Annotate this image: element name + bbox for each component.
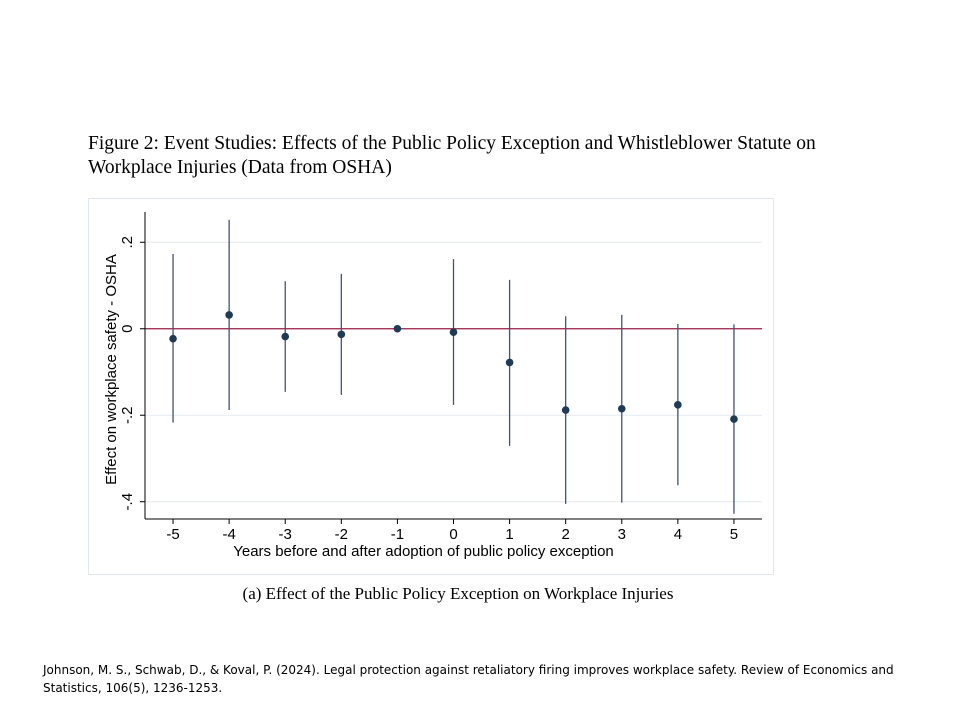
x-tick-label: -5	[166, 526, 179, 543]
x-tick-label: 3	[618, 526, 626, 543]
y-tick-label: -.2	[119, 406, 136, 424]
axes: -.4 -.2 0 .2 -5 -4 -3 -2 -1 0 1 2 3 4 5	[119, 212, 762, 543]
x-tick-label: 5	[730, 526, 738, 543]
x-tick-label: 2	[562, 526, 570, 543]
x-tick-label: 4	[674, 526, 682, 543]
y-tick-label: .2	[119, 236, 136, 249]
x-axis-label: Years before and after adoption of publi…	[233, 543, 614, 560]
y-axis-label: Effect on workplace safety - OSHA	[103, 254, 120, 485]
point-estimate	[449, 328, 458, 337]
point-estimate	[505, 358, 514, 367]
point-estimate	[169, 334, 177, 343]
x-tick-label: 0	[449, 526, 457, 543]
x-tick-label: -3	[279, 526, 292, 543]
point-estimate	[337, 330, 346, 339]
chart-panel: -.4 -.2 0 .2 -5 -4 -3 -2 -1 0 1 2 3 4 5 Years before a…	[88, 198, 774, 575]
point-estimates	[169, 311, 738, 423]
point-estimate	[393, 324, 402, 333]
point-estimate	[674, 401, 682, 409]
figure-caption: (a) Effect of the Public Policy Exceptio…	[242, 584, 674, 603]
x-tick-label: -1	[391, 526, 404, 543]
y-tick-label: 0	[119, 325, 136, 333]
x-tick-label: -2	[335, 526, 348, 543]
point-estimate	[281, 332, 290, 341]
point-estimate	[225, 311, 233, 319]
point-estimate	[617, 404, 626, 413]
point-estimate	[730, 415, 738, 423]
point-estimate	[561, 406, 570, 414]
y-tick-label: -.4	[119, 493, 136, 511]
x-tick-label: -4	[222, 526, 235, 543]
confidence-intervals	[172, 219, 735, 514]
source-citation: Johnson, M. S., Schwab, D., & Koval, P. …	[43, 663, 894, 695]
figure-title: Figure 2: Event Studies: Effects of the …	[88, 133, 816, 178]
x-tick-label: 1	[505, 526, 513, 543]
event-study-chart: -.4 -.2 0 .2 -5 -4 -3 -2 -1 0 1 2 3 4 5 Years before a…	[103, 212, 762, 560]
